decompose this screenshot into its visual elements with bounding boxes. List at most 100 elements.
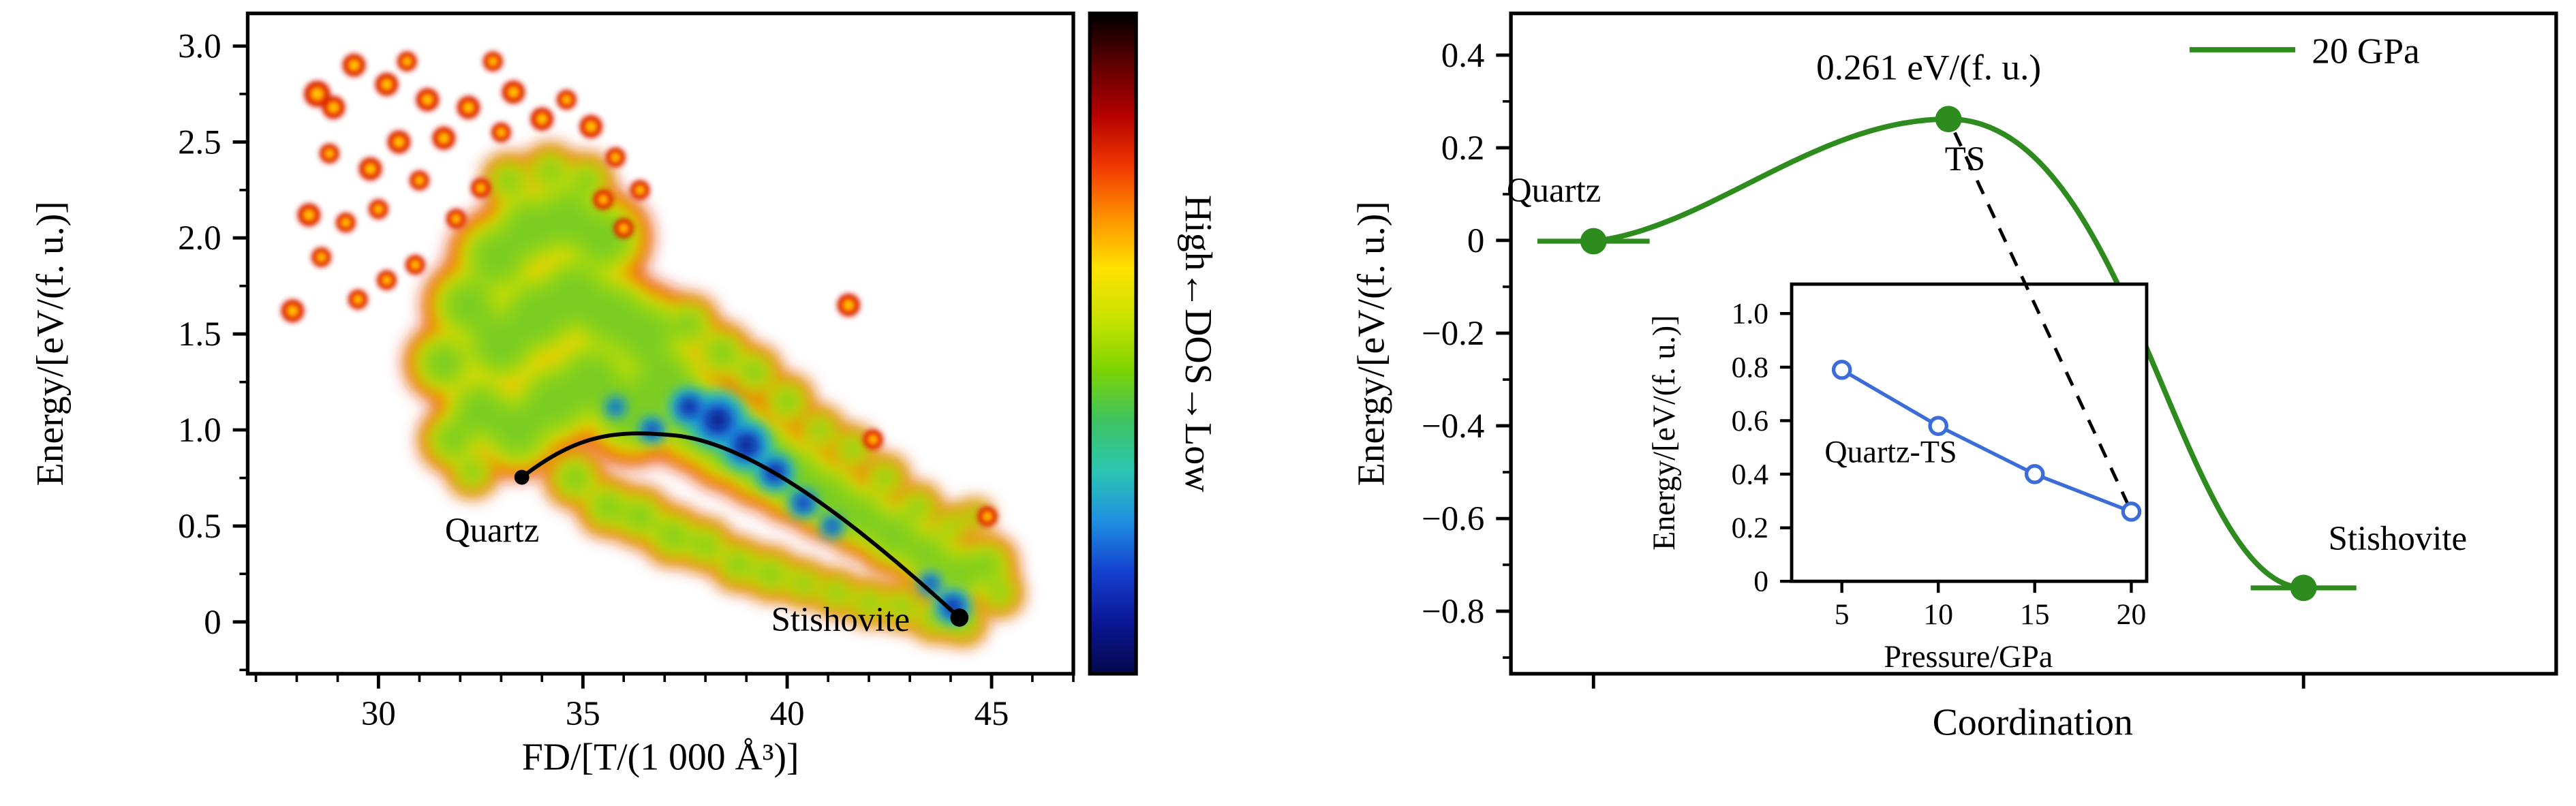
left-y-tick-label: 3.0 xyxy=(178,28,221,66)
left-x-tick-label: 40 xyxy=(770,695,805,733)
scatter-blob xyxy=(423,95,432,104)
right-y-tick-label: 0 xyxy=(1467,222,1484,260)
density-kernel xyxy=(573,167,600,194)
left-xaxis-label: FD/[T/(1 000 Å³)] xyxy=(522,736,799,778)
data-point xyxy=(2290,574,2317,602)
left-y-tick-label: 2.5 xyxy=(178,123,221,161)
scatter-blob xyxy=(620,225,628,232)
scatter-blob xyxy=(984,513,991,520)
scatter-blob xyxy=(326,150,333,157)
density-kernel xyxy=(757,560,784,587)
scatter-blob xyxy=(318,253,325,261)
density-kernel xyxy=(724,551,752,578)
density-core xyxy=(927,580,934,587)
inset-data-point xyxy=(2024,464,2045,484)
legend-label: 20 GPa xyxy=(2312,31,2419,71)
scatter-blob xyxy=(403,58,411,65)
dos-map-plot-area: 30 35 40 45 0 0.5 1.0 1.5 2.0 2.5 3.0 xyxy=(178,28,1075,733)
left-y-tick-label: 2.0 xyxy=(178,219,221,258)
density-kernel xyxy=(460,460,485,484)
scatter-blob xyxy=(329,103,338,112)
right-yaxis-label: Energy/[eV/(f. u.)] xyxy=(1351,201,1393,486)
inset-series-line xyxy=(1841,368,2132,514)
density-kernel xyxy=(773,388,801,415)
scatter-blob xyxy=(637,187,644,193)
inset-x-tick-label: 20 xyxy=(2117,598,2147,631)
scatter-blob xyxy=(382,80,391,89)
density-core xyxy=(710,413,725,428)
scatter-blob xyxy=(489,58,497,65)
density-core xyxy=(613,404,618,409)
right-y-tick-label: −0.6 xyxy=(1422,500,1484,538)
scatter-blob xyxy=(538,114,547,123)
density-kernel xyxy=(988,582,1011,605)
inset-y-tick-label: 0.8 xyxy=(1732,351,1769,384)
left-x-tick-label: 30 xyxy=(361,695,396,733)
inset-y-tick-label: 0.4 xyxy=(1732,458,1769,491)
density-kernel xyxy=(592,491,623,522)
inset-yaxis-label: Energy/[eV/(f. u.)] xyxy=(1646,315,1681,550)
density-kernel xyxy=(857,591,880,615)
energy-panel: 0.4 0.2 0 −0.2 −0.4 −0.6 −0.8 20 GPa 0.261 eV/… xyxy=(1351,11,2558,744)
left-y-tick-label: 0.5 xyxy=(178,508,221,546)
scatter-blob-layer-2 xyxy=(288,58,991,520)
density-kernel xyxy=(615,305,673,362)
right-y-tick-label: −0.2 xyxy=(1422,315,1484,353)
density-kernel xyxy=(906,495,930,518)
inset-data-point xyxy=(1831,360,1852,380)
density-core xyxy=(684,402,694,412)
scatter-blob xyxy=(350,61,358,69)
scatter-blob xyxy=(312,89,322,99)
right-y-tick-label: 0.2 xyxy=(1441,129,1485,168)
inset-x-tick-label: 10 xyxy=(1923,598,1953,631)
scatter-blob xyxy=(342,219,350,226)
inset-panel: 5 10 15 20 0 0.2 0.4 0.6 0.8 1.0 Quartz-TS Pressu… xyxy=(1646,282,2149,674)
inset-y-tick-label: 0.6 xyxy=(1732,405,1769,437)
right-xaxis-label: Coordination xyxy=(1933,702,2133,744)
scatter-blob xyxy=(612,154,619,161)
density-cloud xyxy=(281,51,1020,642)
density-kernel xyxy=(674,309,705,340)
scatter-blob xyxy=(870,436,876,443)
dos-map-panel: 30 35 40 45 0 0.5 1.0 1.5 2.0 2.5 3.0 Quartz Stish… xyxy=(29,11,1075,778)
density-kernel xyxy=(890,595,913,618)
right-y-tick-label: −0.4 xyxy=(1422,407,1484,446)
scatter-blob xyxy=(453,215,460,222)
density-kernel xyxy=(444,280,493,330)
density-kernel xyxy=(423,342,465,384)
density-kernel xyxy=(495,167,523,194)
inset-x-tick-label: 5 xyxy=(1835,598,1850,631)
density-core xyxy=(649,427,656,433)
energy-plot-area: 0.4 0.2 0 −0.2 −0.4 −0.6 −0.8 xyxy=(1422,37,2357,689)
scatter-blob xyxy=(416,177,423,184)
density-kernel xyxy=(808,418,831,441)
transition-path-start-point xyxy=(514,469,530,485)
density-kernel xyxy=(536,157,564,184)
scatter-blob xyxy=(844,300,853,309)
scatter-blob xyxy=(587,123,596,131)
density-kernel xyxy=(692,531,719,559)
scatter-blob xyxy=(383,277,390,284)
density-kernel xyxy=(707,338,737,369)
barrier-value-annotation: 0.261 eV/(f. u.) xyxy=(1816,48,2041,88)
colorbar: High←DOS→Low xyxy=(1088,11,1219,676)
inset-xaxis-label: Pressure/GPa xyxy=(1884,639,2053,674)
density-kernel xyxy=(941,516,960,536)
stishovite-point-label: Stishovite xyxy=(2329,520,2468,558)
inset-y-tick-label: 1.0 xyxy=(1732,298,1769,330)
density-core xyxy=(740,439,753,452)
scatter-blob xyxy=(288,307,297,315)
density-core xyxy=(829,523,835,529)
transition-path-end-point xyxy=(950,608,969,627)
density-core xyxy=(799,499,808,507)
quartz-annotation: Quartz xyxy=(445,512,539,550)
data-point xyxy=(1580,228,1607,255)
quartz-point-label: Quartz xyxy=(1507,172,1601,210)
inset-data-point xyxy=(2121,501,2142,522)
scatter-blob xyxy=(412,261,419,268)
inset-y-tick-label: 0 xyxy=(1753,565,1768,598)
density-kernel xyxy=(940,555,978,593)
scatter-blob xyxy=(477,185,485,191)
right-y-tick-label: 0.4 xyxy=(1441,37,1485,75)
transition-path xyxy=(520,431,961,619)
